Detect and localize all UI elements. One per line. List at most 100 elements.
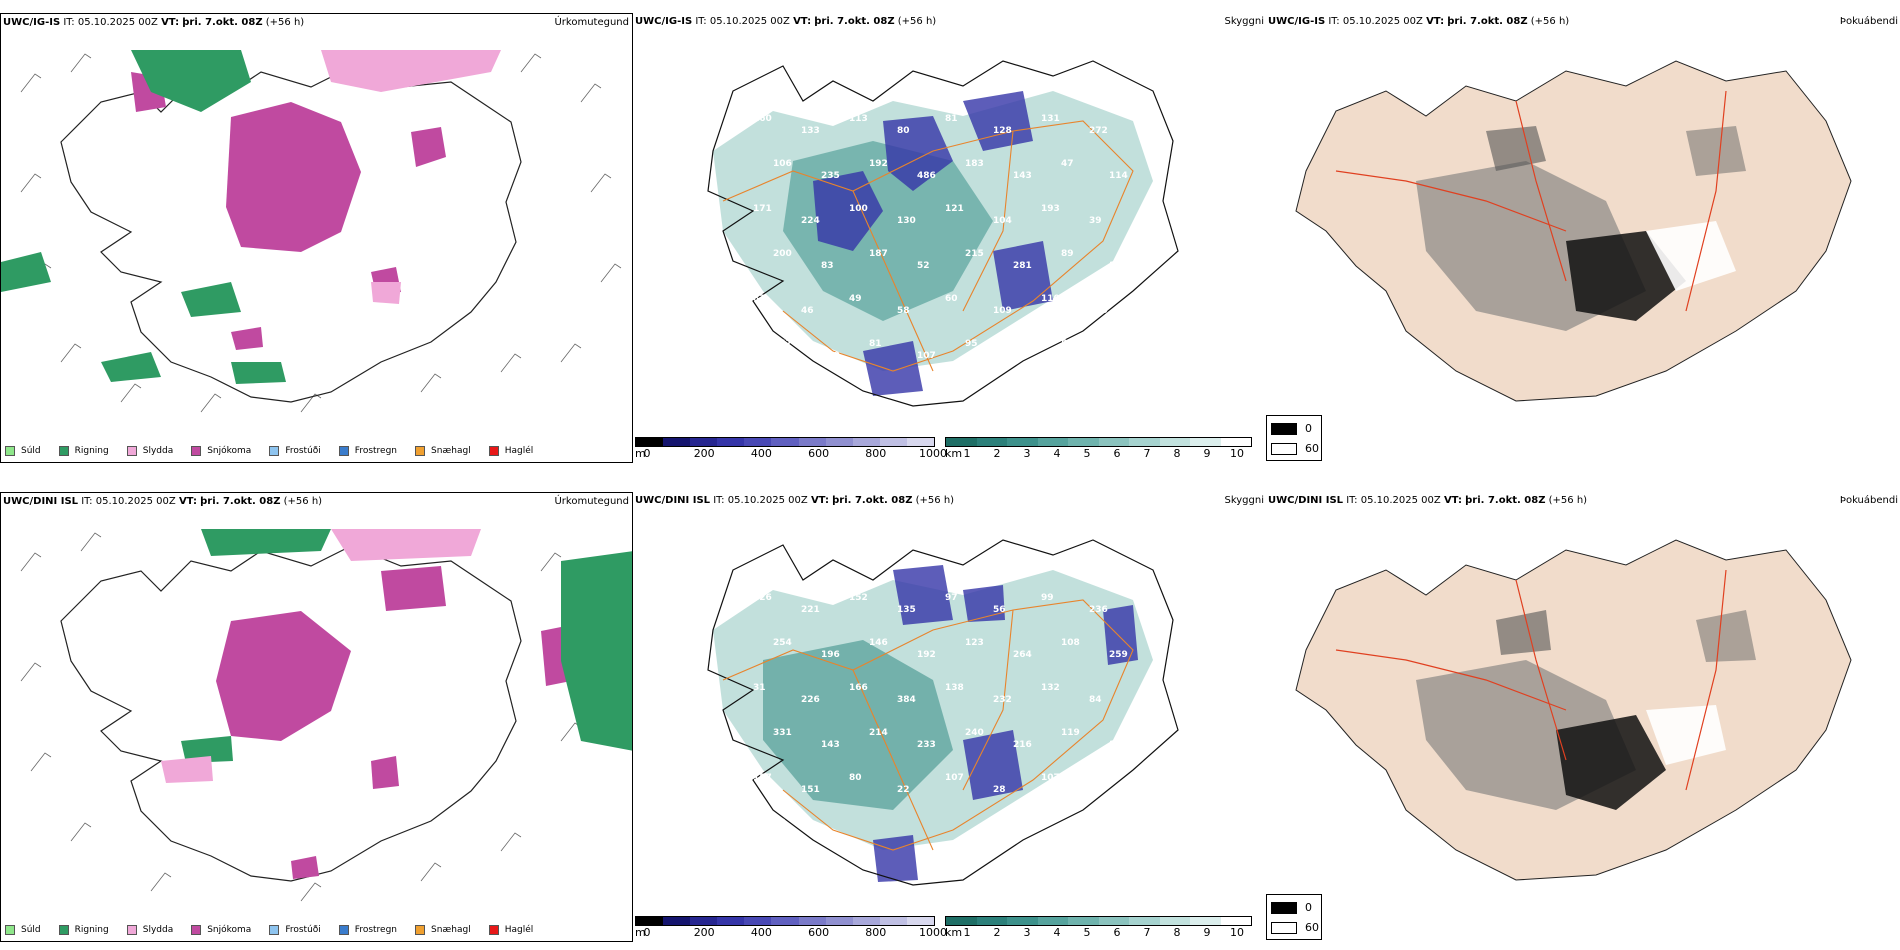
visibility-label: 140	[1089, 306, 1108, 316]
visibility-label: 63	[821, 830, 834, 840]
legend-swatch	[191, 446, 202, 456]
colorbar-segment	[717, 917, 745, 925]
visibility-label: 233	[917, 740, 936, 750]
visibility-label: 128	[993, 126, 1012, 136]
visibility-label: 80	[897, 126, 910, 136]
visibility-label: 49	[849, 294, 862, 304]
visibility-label: 264	[1013, 650, 1032, 660]
visibility-label: 216	[1013, 740, 1032, 750]
colorbar-tick: 0	[643, 447, 651, 460]
colorbar-tick: 5	[1083, 447, 1091, 460]
legend-item: Súld	[5, 446, 41, 456]
legend-swatch	[488, 925, 499, 935]
visibility-label: 331	[773, 728, 792, 738]
colorbar-segment	[1129, 917, 1160, 925]
visibility-label: 133	[801, 126, 820, 136]
legend-swatch	[415, 446, 426, 456]
bar-unit: m	[635, 447, 646, 460]
colorbar-tick: 200	[693, 926, 715, 939]
visibility-label: 259	[1109, 650, 1128, 660]
colorbar-segment	[717, 438, 745, 446]
colorbar-tick: 10	[1230, 926, 1244, 939]
panel-title: Þokuábendi	[1839, 16, 1898, 27]
visibility-label: 215	[965, 249, 984, 259]
roads	[722, 599, 1134, 851]
colorbar-segment	[690, 438, 718, 446]
fog-legend-item: 0	[1271, 422, 1312, 435]
visibility-label: 281	[1013, 261, 1032, 271]
colorbar-tick: 800	[865, 926, 887, 939]
colorbar-tick: 1	[963, 447, 971, 460]
precip-rain	[181, 529, 632, 763]
visibility-label: 196	[821, 650, 840, 660]
fog-legend: 0 60	[1266, 415, 1322, 461]
visibility-label: 83	[753, 294, 766, 304]
fog-legend: 0 60	[1266, 894, 1322, 940]
legend-item: Rigning	[58, 925, 109, 935]
visibility-label: 192	[917, 650, 936, 660]
fog-map	[1295, 539, 1852, 881]
colorbar-segment	[1068, 438, 1099, 446]
legend-item: Frostregn	[338, 446, 397, 456]
colorbar-segment	[1220, 438, 1251, 446]
legend-swatch	[5, 446, 15, 456]
rivers	[1335, 569, 1727, 791]
visibility-label: 224	[801, 216, 820, 226]
visibility-label: 81	[869, 339, 882, 349]
visibility-label: 99	[1041, 593, 1054, 603]
legend-swatch	[269, 925, 280, 935]
legend-swatch	[58, 446, 69, 456]
visibility-label: 127	[1109, 261, 1128, 271]
cloud-base-colorbar	[635, 916, 935, 926]
visibility-label: 157	[753, 773, 772, 783]
colorbar-segment	[771, 917, 799, 925]
colorbar-tick: 8	[1173, 447, 1181, 460]
visibility-label: 221	[801, 605, 820, 615]
visibility-label: 109	[993, 306, 1012, 316]
panel-title: Skyggni	[1224, 495, 1264, 506]
visibility-label: 114	[1109, 171, 1128, 181]
colorbar-segment	[825, 438, 853, 446]
colorbar-tick: 6	[1113, 926, 1121, 939]
bar-unit: m	[635, 926, 646, 939]
colorbar-tick: 1	[963, 926, 971, 939]
colorbar-tick: 1000	[919, 926, 947, 939]
colorbar-segment	[1129, 438, 1160, 446]
colorbar-segment	[636, 438, 664, 446]
panel-header: UWC/IG-IS IT: 05.10.2025 00Z VT: þri. 7.…	[1268, 16, 1570, 27]
visibility-label: 89	[1061, 249, 1074, 259]
visibility-label: 106	[773, 159, 792, 169]
legend-swatch	[5, 925, 15, 935]
bar-unit: km	[945, 926, 963, 939]
colorbar-segment	[976, 438, 1007, 446]
colorbar-segment	[663, 438, 691, 446]
visibility-label: 107	[945, 773, 964, 783]
visibility-label: 84	[1089, 695, 1102, 705]
colorbar-segment	[663, 917, 691, 925]
colorbar-tick: 4	[1053, 447, 1061, 460]
visibility-label: 272	[1089, 126, 1108, 136]
iceland-outline	[707, 60, 1179, 407]
colorbar-segment	[1098, 438, 1129, 446]
precip-snow	[216, 566, 571, 879]
legend-item: Súld	[5, 925, 41, 935]
precip-panel-row1: UWC/IG-IS IT: 05.10.2025 00Z VT: þri. 7.…	[0, 13, 633, 463]
colorbar-segment	[906, 438, 935, 446]
visibility-label: 121	[945, 204, 964, 214]
legend-item: Snæhagl	[415, 446, 471, 456]
legend-item: Frostúði	[269, 446, 321, 456]
colorbar-tick: 400	[750, 926, 772, 939]
visibility-label: 150	[821, 351, 840, 361]
colorbar-tick: 7	[1143, 447, 1151, 460]
cloud-base-field	[813, 91, 1053, 396]
legend-item: Frostúði	[269, 925, 321, 935]
colorbar-tick: 7	[1143, 926, 1151, 939]
visibility-label: 39	[1089, 216, 1102, 226]
colorbar-tick: 1000	[919, 447, 947, 460]
colorbar-segment	[1220, 917, 1251, 925]
visibility-label: 67	[1013, 351, 1026, 361]
colorbar-segment	[1068, 917, 1099, 925]
colorbar-segment	[798, 917, 826, 925]
visibility-label: 143	[1013, 171, 1032, 181]
legend-item: Haglél	[488, 446, 533, 456]
